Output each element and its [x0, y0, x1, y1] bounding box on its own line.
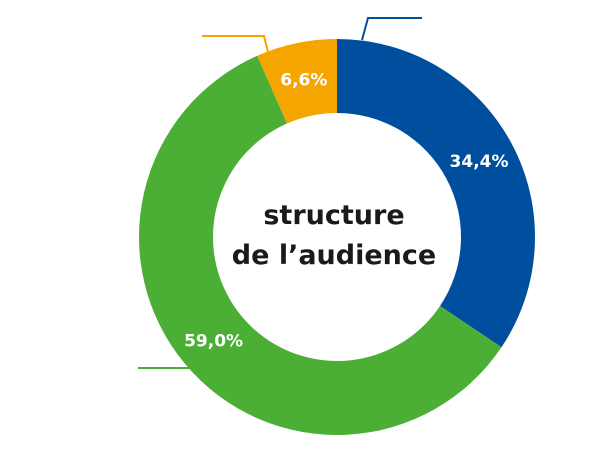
center-title-line-2: de l’audience [232, 240, 436, 271]
donut-slice-2 [257, 39, 337, 124]
slice-labels: 34,4% 59,0% 6,6% [184, 70, 508, 351]
slice-label-1: 59,0% [184, 331, 243, 351]
slice-label-0: 34,4% [450, 152, 509, 172]
donut-slice-0 [337, 39, 535, 348]
donut-slices [139, 39, 535, 435]
leader-line-0 [361, 17, 422, 41]
donut-slice-1 [139, 55, 502, 435]
center-title-line-1: structure [263, 200, 404, 231]
leader-lines [138, 17, 422, 369]
slice-label-2: 6,6% [280, 70, 327, 90]
leader-line-1 [202, 35, 269, 53]
